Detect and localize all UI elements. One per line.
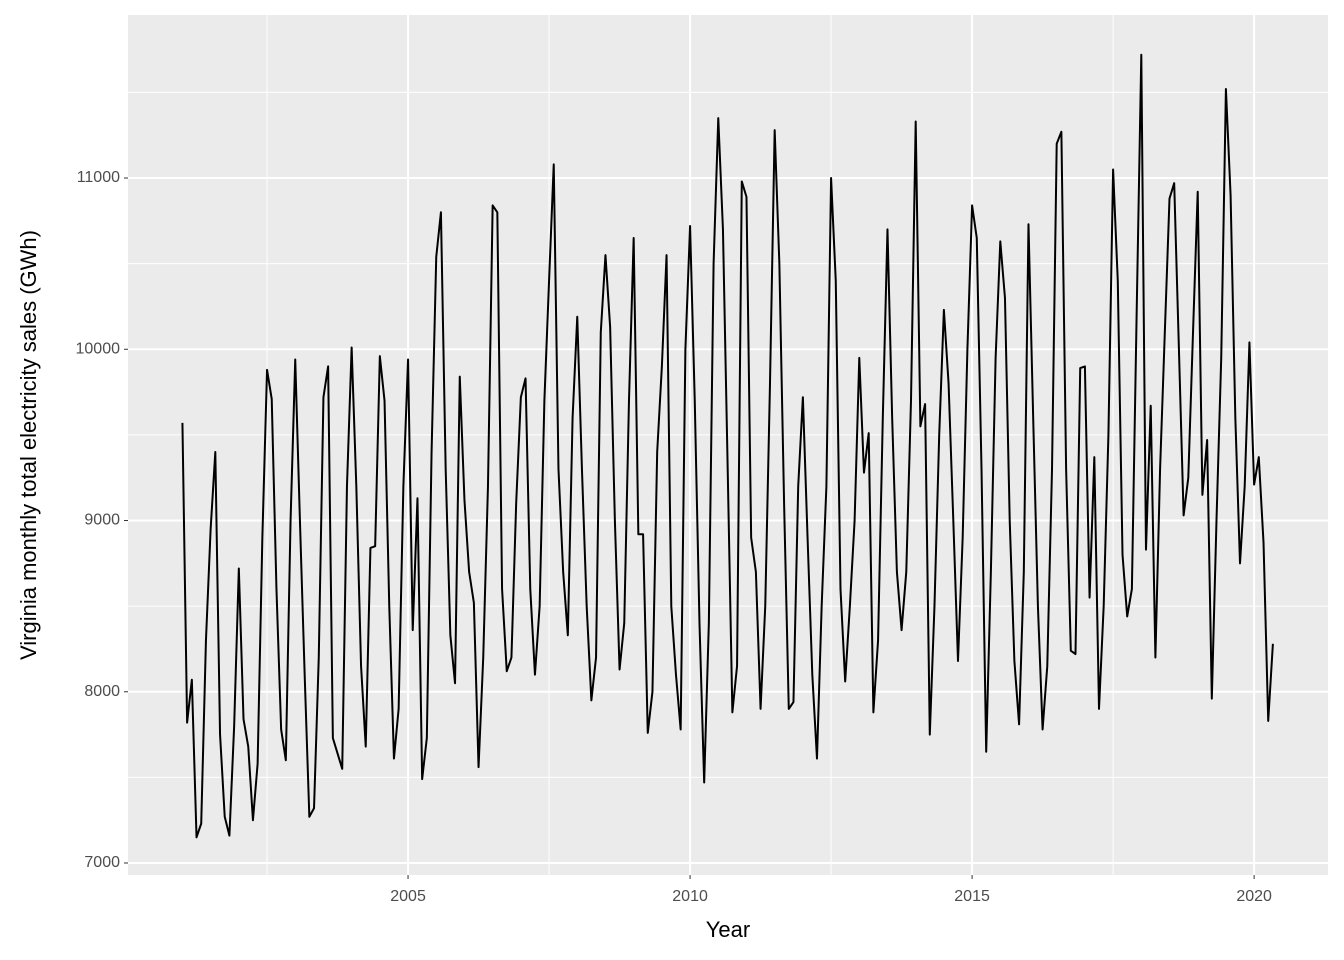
y-axis-title: Virginia monthly total electricity sales… [16, 230, 41, 660]
x-tick-label: 2005 [390, 888, 426, 905]
y-tick-label: 8000 [84, 683, 120, 700]
x-tick-label: 2015 [954, 888, 990, 905]
y-tick-label: 9000 [84, 512, 120, 529]
y-tick-label: 10000 [76, 340, 121, 357]
y-tick-label: 7000 [84, 854, 120, 871]
x-axis-title: Year [706, 917, 750, 942]
y-tick-label: 11000 [77, 169, 120, 186]
line [181, 53, 1274, 839]
x-tick-label: 2010 [672, 888, 708, 905]
x-tick-label: 2020 [1236, 888, 1272, 905]
